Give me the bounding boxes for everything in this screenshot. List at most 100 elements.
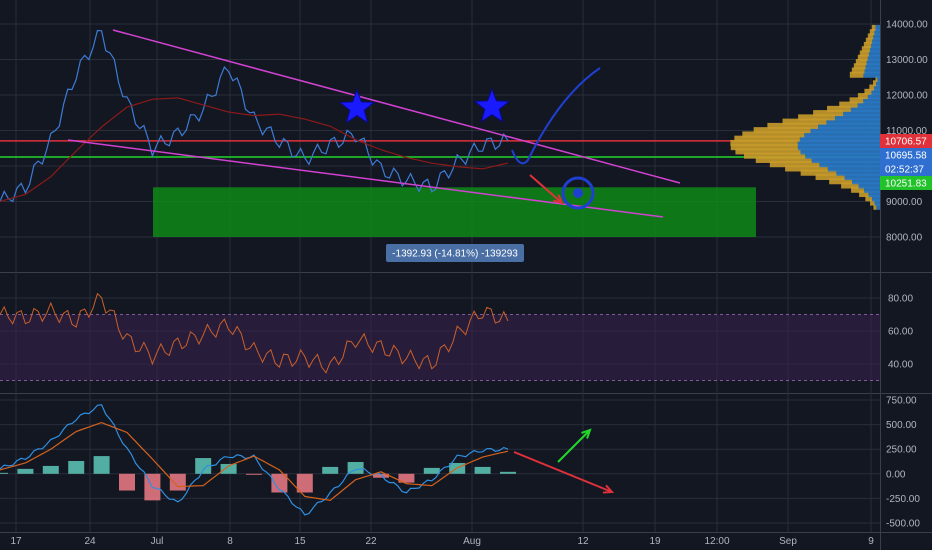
macd-histogram-bar — [271, 473, 288, 493]
vp-bar-down — [859, 191, 869, 198]
macd-histogram-bar — [398, 473, 415, 483]
macd-histogram-bar — [500, 471, 516, 474]
vp-bar-up — [858, 182, 880, 189]
vp-bar-down — [864, 88, 872, 95]
vp-bar-down — [742, 131, 805, 138]
vp-bar-up — [805, 152, 880, 159]
vp-bar-up — [852, 178, 880, 185]
arrow-icon — [529, 174, 563, 204]
macd-histogram-bar — [17, 468, 34, 474]
vp-bar-down — [873, 203, 877, 210]
vp-bar-up — [826, 118, 880, 125]
measure-label: -1392.93 (-14.81%) -139293 — [392, 249, 518, 260]
vp-bar-up — [834, 114, 880, 121]
time-tick-label: 15 — [294, 536, 306, 547]
axes-layer: 14000.00 13000.00 12000.00 11000.00 9000.00 8… — [10, 20, 932, 547]
support-zone — [153, 187, 756, 237]
measure-box-bg — [386, 244, 524, 262]
vp-bar-up — [871, 41, 880, 48]
price-tag-label: 10251.83 — [885, 179, 927, 190]
vp-bar-up — [871, 88, 880, 95]
vp-bar-up — [797, 144, 880, 151]
vp-bar-down — [859, 50, 869, 57]
vp-bar-down — [839, 101, 858, 108]
vp-bar-down — [857, 54, 868, 61]
vp-bar-down — [849, 97, 864, 104]
vp-bar-down — [767, 122, 819, 129]
vp-bar-down — [853, 63, 866, 70]
series-layer — [0, 29, 516, 516]
vp-bar-down — [871, 24, 876, 31]
price-tag-bg — [880, 148, 932, 162]
vp-bar-down — [841, 182, 859, 189]
vp-bar-down — [851, 67, 865, 74]
vp-bar-up — [868, 50, 880, 57]
price-tick-label: 12000.00 — [886, 91, 928, 102]
time-tick-label: 22 — [365, 536, 377, 547]
measure-box[interactable]: -1392.93 (-14.81%) -139293 — [386, 244, 524, 262]
price-tick-label: 13000.00 — [886, 55, 928, 66]
vp-bar-down — [730, 139, 798, 146]
vp-bar-down — [851, 186, 865, 193]
vp-bar-up — [864, 67, 880, 74]
vp-bar-down — [870, 199, 875, 206]
vp-bar-up — [810, 127, 880, 134]
macd-histogram-bar — [0, 472, 8, 474]
vp-bar-up — [867, 93, 880, 100]
vp-bar-up — [836, 169, 880, 176]
macd-tick-label: 250.00 — [886, 445, 917, 456]
vp-bar-down — [813, 110, 844, 117]
vp-bar-up — [874, 29, 880, 36]
price-tag-bg — [880, 176, 932, 190]
signal-line — [0, 421, 509, 502]
price-tick-label: 8000.00 — [886, 233, 923, 244]
vp-bar-down — [735, 148, 801, 155]
vp-bar-up — [819, 161, 880, 168]
macd-histogram-bar — [119, 473, 135, 491]
time-tick-label: 17 — [10, 536, 22, 547]
vp-bar-down — [869, 84, 875, 91]
vp-bar-up — [799, 135, 880, 142]
macd-line — [0, 404, 509, 516]
macd-histogram-bar — [423, 467, 440, 474]
price-tag: 10251.83 — [880, 176, 932, 190]
vp-bar-down — [857, 93, 868, 100]
macd-histogram-bar — [169, 473, 186, 491]
vp-bar-up — [870, 46, 880, 53]
macd-histogram-bar — [246, 473, 262, 475]
vp-bar-up — [857, 101, 880, 108]
price-tick-label: 11000.00 — [886, 126, 927, 137]
vp-bar-up — [843, 110, 880, 117]
price-tag-label: 10695.58 — [885, 151, 927, 162]
time-tick-label: 12:00 — [704, 536, 729, 547]
volume-profile — [730, 24, 880, 210]
price-tick-label: 14000.00 — [886, 20, 928, 31]
vp-bar-up — [868, 191, 880, 198]
macd-histogram-bar — [474, 466, 491, 474]
vp-bar-down — [734, 135, 800, 142]
vp-bar-down — [782, 118, 827, 125]
macd-histogram-bar — [68, 461, 85, 474]
time-tick-label: 12 — [577, 536, 589, 547]
vp-bar-down — [875, 76, 878, 83]
vp-bar-down — [800, 169, 837, 176]
arrow-icon — [513, 451, 613, 493]
vp-bar-down — [872, 80, 877, 87]
time-tick-label: Jul — [151, 536, 164, 547]
macd-histogram-bar — [322, 466, 339, 474]
vp-bar-down — [869, 29, 875, 36]
vp-bar-up — [867, 54, 880, 61]
forecast-curve — [511, 67, 601, 165]
arrow-icon-head — [581, 428, 592, 439]
macd-tick-label: 500.00 — [886, 420, 917, 431]
macd-histogram-bar — [296, 473, 313, 493]
vp-bar-down — [829, 178, 853, 185]
vp-bar-up — [797, 139, 880, 146]
drawings-layer — [67, 29, 681, 494]
vp-bar-down — [863, 41, 872, 48]
time-tick-label: Aug — [463, 536, 481, 547]
vp-bar-up — [875, 24, 880, 31]
vp-bar-up — [876, 80, 880, 87]
